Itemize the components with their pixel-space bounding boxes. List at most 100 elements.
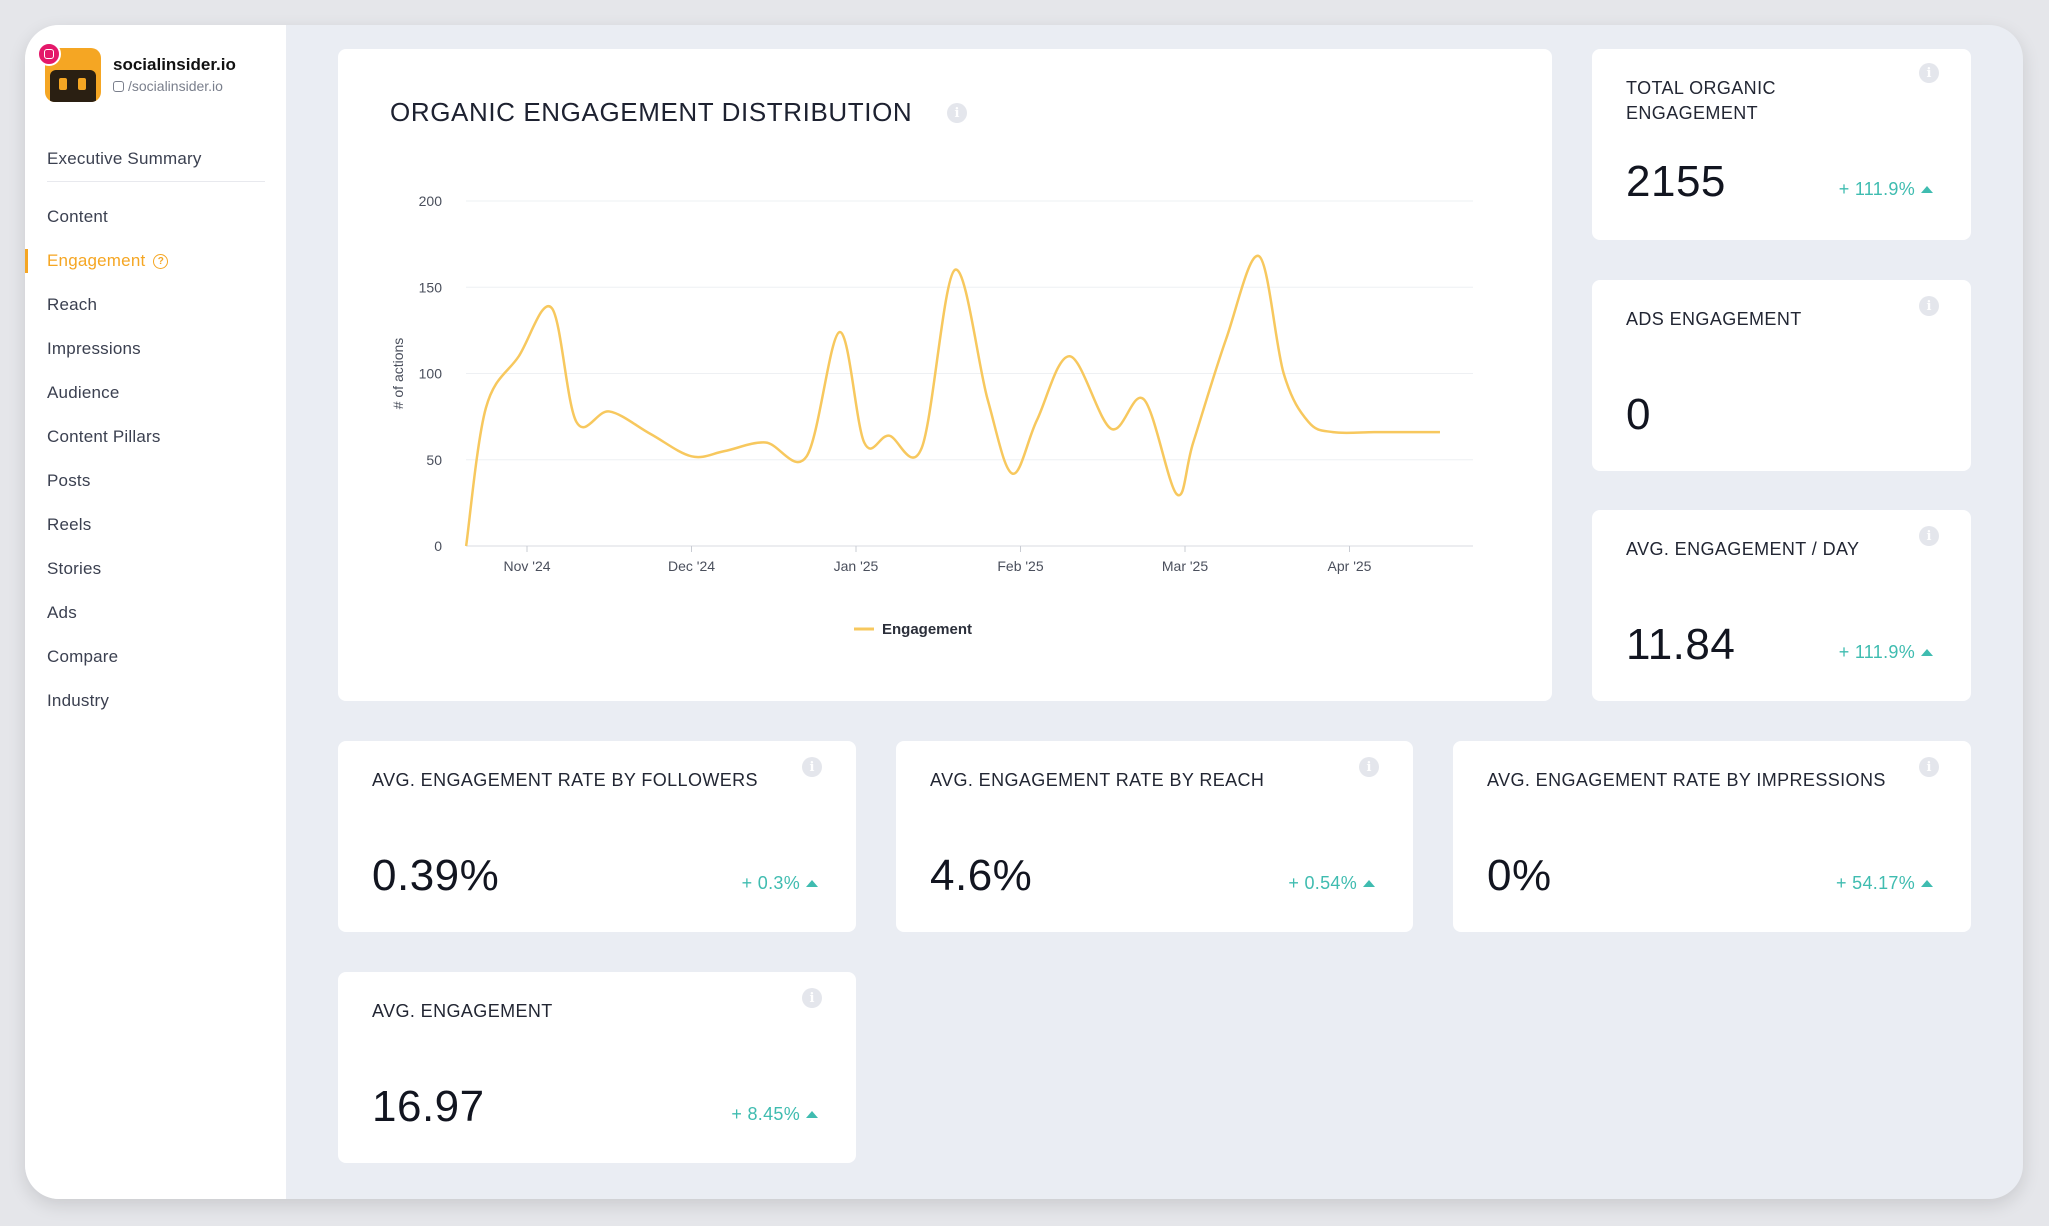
arrow-up-icon: [806, 1111, 818, 1118]
card-title-line: ENGAGEMENT: [1626, 103, 1759, 123]
arrow-up-icon: [1363, 880, 1375, 887]
engagement-rate-reach-card: AVG. ENGAGEMENT RATE BY REACH i 4.6% + 0…: [896, 741, 1413, 932]
arrow-up-icon: [1921, 186, 1933, 193]
engagement-distribution-card: ORGANIC ENGAGEMENT DISTRIBUTION i 0 50 100…: [338, 49, 1552, 701]
x-tick-label: Jan '25: [834, 558, 879, 574]
metric-value: 0%: [1487, 851, 1552, 900]
card-title: AVG. ENGAGEMENT: [372, 1001, 553, 1021]
ads-engagement-card: ADS ENGAGEMENT i 0: [1592, 280, 1971, 471]
app-window: socialinsider.io /socialinsider.io Execu…: [25, 25, 2023, 1199]
sidebar-divider: [47, 181, 265, 182]
info-icon[interactable]: i: [947, 103, 967, 123]
metric-value: 2155: [1626, 157, 1726, 206]
metric-change-text: + 0.3%: [741, 873, 800, 893]
metric-change: + 111.9%: [1839, 642, 1933, 663]
sidebar-item-label: Executive Summary: [47, 149, 202, 168]
y-tick-label: 100: [419, 366, 443, 382]
card-title-line: TOTAL ORGANIC: [1626, 78, 1776, 98]
chart-title: ORGANIC ENGAGEMENT DISTRIBUTION: [390, 97, 913, 127]
arrow-up-icon: [1921, 880, 1933, 887]
sidebar-item-impressions[interactable]: Impressions: [25, 327, 286, 371]
sidebar-item-label: Ads: [47, 603, 77, 622]
card-title: ADS ENGAGEMENT: [1626, 309, 1802, 329]
sidebar-item-label: Posts: [47, 471, 91, 490]
y-tick-label: 0: [434, 538, 442, 554]
sidebar-item-posts[interactable]: Posts: [25, 459, 286, 503]
metric-change-text: + 111.9%: [1838, 642, 1915, 662]
card-title: AVG. ENGAGEMENT RATE BY FOLLOWERS: [372, 770, 758, 790]
series-line-engagement: [464, 254, 1440, 547]
profile-handle: /socialinsider.io: [113, 78, 223, 94]
y-tick-label: 50: [426, 452, 442, 468]
profile-handle-text: /socialinsider.io: [128, 78, 223, 94]
metric-change: + 111.9%: [1839, 179, 1933, 200]
sidebar-item-reach[interactable]: Reach: [25, 283, 286, 327]
avg-engagement-per-day-card: AVG. ENGAGEMENT / DAY i 11.84 + 111.9%: [1592, 510, 1971, 701]
engagement-rate-impressions-card: AVG. ENGAGEMENT RATE BY IMPRESSIONS i 0%…: [1453, 741, 1971, 932]
sidebar-item-executive-summary[interactable]: Executive Summary: [25, 137, 286, 181]
metric-value: 0.39%: [372, 851, 500, 900]
sidebar-item-stories[interactable]: Stories: [25, 547, 286, 591]
info-icon[interactable]: i: [802, 757, 822, 777]
info-icon[interactable]: i: [802, 988, 822, 1008]
metric-value: 16.97: [372, 1082, 485, 1131]
y-tick-label: 150: [419, 279, 443, 295]
sidebar-item-label: Impressions: [47, 339, 141, 358]
y-tick-label: 200: [419, 193, 443, 209]
avg-engagement-card: AVG. ENGAGEMENT i 16.97 + 8.45%: [338, 972, 856, 1163]
info-icon[interactable]: i: [1919, 296, 1939, 316]
sidebar-item-audience[interactable]: Audience: [25, 371, 286, 415]
sidebar-item-compare[interactable]: Compare: [25, 635, 286, 679]
sidebar-item-label: Industry: [47, 691, 110, 710]
sidebar-item-reels[interactable]: Reels: [25, 503, 286, 547]
sidebar-item-industry[interactable]: Industry: [25, 679, 286, 723]
sidebar-item-label: Content Pillars: [47, 427, 161, 446]
metric-change-text: + 111.9%: [1838, 179, 1915, 199]
info-icon[interactable]: i: [1919, 63, 1939, 83]
sidebar-item-label: Content: [47, 207, 108, 226]
engagement-chart: 0 50 100 150 200 Nov '24 Dec '24 Jan '25 Feb '25…: [390, 193, 1473, 638]
help-icon[interactable]: ?: [153, 253, 169, 269]
instagram-icon: [37, 42, 61, 66]
metric-change-text: + 0.54%: [1288, 873, 1357, 893]
metric-change-text: + 54.17%: [1836, 873, 1915, 893]
metric-value: 4.6%: [930, 851, 1033, 900]
info-icon[interactable]: i: [1359, 757, 1379, 777]
card-title: TOTAL ORGANIC ENGAGEMENT: [1626, 76, 1776, 126]
sidebar-item-ads[interactable]: Ads: [25, 591, 286, 635]
metric-change: + 8.45%: [731, 1104, 818, 1125]
sidebar-item-label: Audience: [47, 383, 120, 402]
sidebar-item-label: Stories: [47, 559, 102, 578]
metric-value: 0: [1626, 390, 1651, 439]
sidebar-item-label: Compare: [47, 647, 119, 666]
arrow-up-icon: [806, 880, 818, 887]
x-tick-label: Nov '24: [503, 558, 550, 574]
profile-header[interactable]: socialinsider.io /socialinsider.io: [37, 42, 285, 105]
profile-name: socialinsider.io: [113, 55, 236, 74]
sidebar-item-engagement[interactable]: Engagement ?: [25, 239, 286, 283]
x-tick-label: Feb '25: [997, 558, 1043, 574]
card-title: AVG. ENGAGEMENT RATE BY REACH: [930, 770, 1265, 790]
sidebar-item-content-pillars[interactable]: Content Pillars: [25, 415, 286, 459]
x-tick-label: Mar '25: [1162, 558, 1208, 574]
card-title: AVG. ENGAGEMENT / DAY: [1626, 539, 1860, 559]
engagement-rate-followers-card: AVG. ENGAGEMENT RATE BY FOLLOWERS i 0.39…: [338, 741, 856, 932]
metric-change: + 0.3%: [742, 873, 818, 894]
info-icon[interactable]: i: [1919, 526, 1939, 546]
y-axis-label: # of actions: [390, 338, 406, 410]
sidebar-item-content[interactable]: Content: [25, 195, 286, 239]
sidebar-item-label: Engagement: [47, 251, 146, 270]
x-tick-label: Apr '25: [1328, 558, 1372, 574]
metric-change: + 54.17%: [1836, 873, 1933, 894]
sidebar: socialinsider.io /socialinsider.io Execu…: [25, 25, 286, 1199]
info-icon[interactable]: i: [1919, 757, 1939, 777]
card-title: AVG. ENGAGEMENT RATE BY IMPRESSIONS: [1487, 770, 1886, 790]
legend-label: Engagement: [882, 621, 972, 638]
instagram-small-icon: [113, 80, 124, 92]
sidebar-item-label: Reach: [47, 295, 98, 314]
sidebar-nav: Executive Summary Content Engagement ? R…: [25, 137, 286, 723]
x-tick-label: Dec '24: [668, 558, 715, 574]
metric-value: 11.84: [1626, 620, 1736, 669]
total-organic-engagement-card: TOTAL ORGANIC ENGAGEMENT i 2155 + 111.9%: [1592, 49, 1971, 240]
arrow-up-icon: [1921, 649, 1933, 656]
